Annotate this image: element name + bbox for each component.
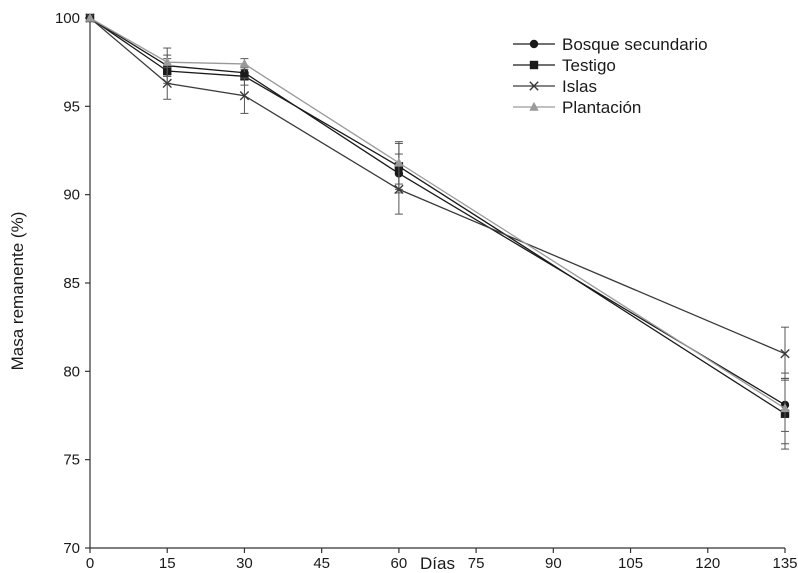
series-circle [85, 13, 790, 432]
axes: 0 15 30 45 60 75 90 105 120 135 70 75 80 85 90 95 100 [55, 10, 798, 572]
series-point [394, 157, 404, 167]
x-tick-label: 90 [545, 555, 562, 572]
series-point [239, 58, 250, 68]
x-tick-label: 60 [391, 555, 408, 572]
legend-item: Bosque secundario [513, 35, 708, 54]
legend-item: Islas [513, 77, 597, 96]
legend-marker [529, 39, 539, 49]
series-point [162, 78, 172, 89]
x-tick-label: 135 [772, 555, 797, 572]
legend-marker [529, 60, 539, 70]
x-tick-label: 30 [236, 555, 253, 572]
legend-marker [529, 81, 539, 91]
series-layer [85, 12, 790, 450]
x-tick-label: 105 [618, 555, 643, 572]
legend-label: Plantación [562, 98, 641, 117]
series-point [780, 403, 790, 413]
y-tick-label: 75 [63, 452, 80, 469]
legend-marker [529, 101, 539, 111]
legend: Bosque secundario Testigo Islas Plantación [513, 35, 708, 117]
x-tick-label: 45 [313, 555, 330, 572]
y-tick-label: 80 [63, 363, 80, 380]
series-line [89, 17, 786, 415]
series-point [394, 184, 404, 195]
series-point [240, 72, 249, 81]
series-line [89, 17, 786, 409]
legend-label: Testigo [562, 56, 616, 75]
x-axis-title: Días [420, 554, 455, 573]
series-square [85, 13, 790, 450]
legend-label: Bosque secundario [562, 35, 708, 54]
series-point [239, 91, 250, 101]
x-tick-label: 15 [159, 555, 176, 572]
legend-item: Testigo [513, 56, 616, 75]
series-point [162, 56, 172, 66]
x-ticks: 0 15 30 45 60 75 90 105 120 135 [86, 548, 798, 572]
y-tick-label: 70 [63, 540, 80, 557]
y-tick-label: 90 [63, 187, 80, 204]
x-tick-label: 75 [468, 555, 485, 572]
y-tick-label: 85 [63, 275, 80, 292]
x-tick-label: 0 [86, 555, 94, 572]
legend-label: Islas [562, 77, 597, 96]
legend-item: Plantación [513, 98, 641, 117]
series-point [85, 12, 95, 22]
y-tick-label: 100 [55, 10, 80, 27]
x-tick-label: 120 [695, 555, 720, 572]
y-tick-label: 95 [63, 98, 80, 115]
y-axis-title: Masa remanente (%) [8, 212, 27, 371]
y-ticks: 70 75 80 85 90 95 100 [55, 10, 90, 557]
series-triangle [85, 12, 790, 445]
series-point [780, 348, 790, 359]
